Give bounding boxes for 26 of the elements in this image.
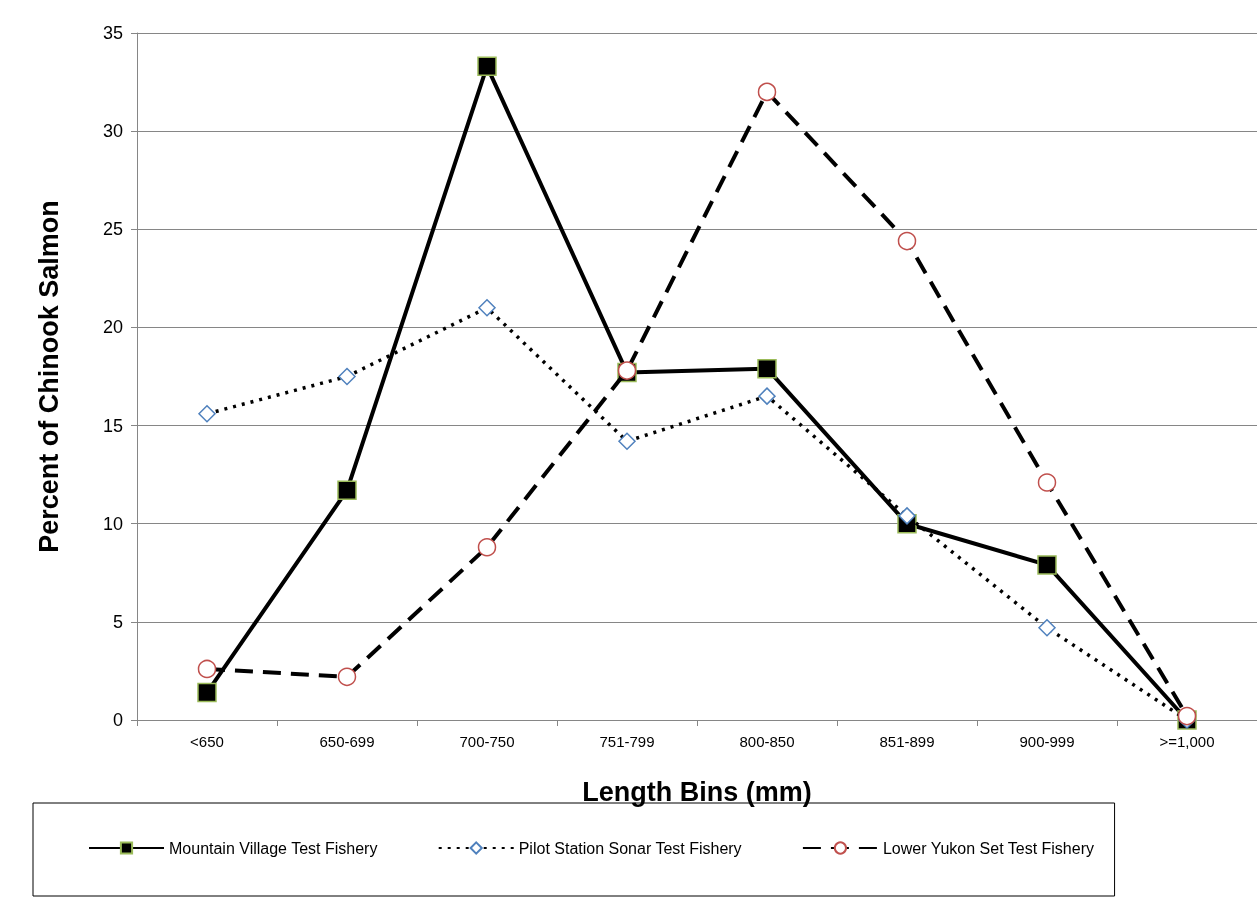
y-tick-label: 20 <box>102 317 123 338</box>
y-tick-label: 5 <box>112 611 123 632</box>
legend-label: Pilot Station Sonar Test Fishery <box>518 839 742 857</box>
x-axis-title: Length Bins (mm) <box>582 776 812 807</box>
x-tick-label: 800-850 <box>739 733 795 750</box>
y-tick-label: 15 <box>102 415 123 436</box>
x-tick-label: 851-899 <box>879 733 935 750</box>
y-tick-label: 35 <box>102 23 123 43</box>
y-tick-label: 25 <box>102 219 123 240</box>
y-tick-label: 10 <box>102 513 123 534</box>
x-tick-label: <650 <box>190 733 224 750</box>
point <box>477 56 497 77</box>
x-tick-label: 900-999 <box>1019 733 1075 750</box>
y-tick-label: 30 <box>102 121 123 142</box>
x-tick-label: 751-799 <box>599 733 655 750</box>
y-axis-title: Percent of Chinook Salmon <box>33 200 64 553</box>
x-tick-label: 700-750 <box>459 733 515 750</box>
point <box>1037 555 1057 575</box>
x-tick-label: 650-699 <box>319 733 375 750</box>
point <box>337 480 357 501</box>
point <box>757 358 777 379</box>
legend-label: Mountain Village Test Fishery <box>169 839 378 857</box>
x-tick-label: >=1,000 <box>1159 733 1215 750</box>
point <box>197 682 217 703</box>
y-tick-label: 0 <box>112 710 123 730</box>
legend-label: Lower Yukon Set Test Fishery <box>882 839 1094 857</box>
